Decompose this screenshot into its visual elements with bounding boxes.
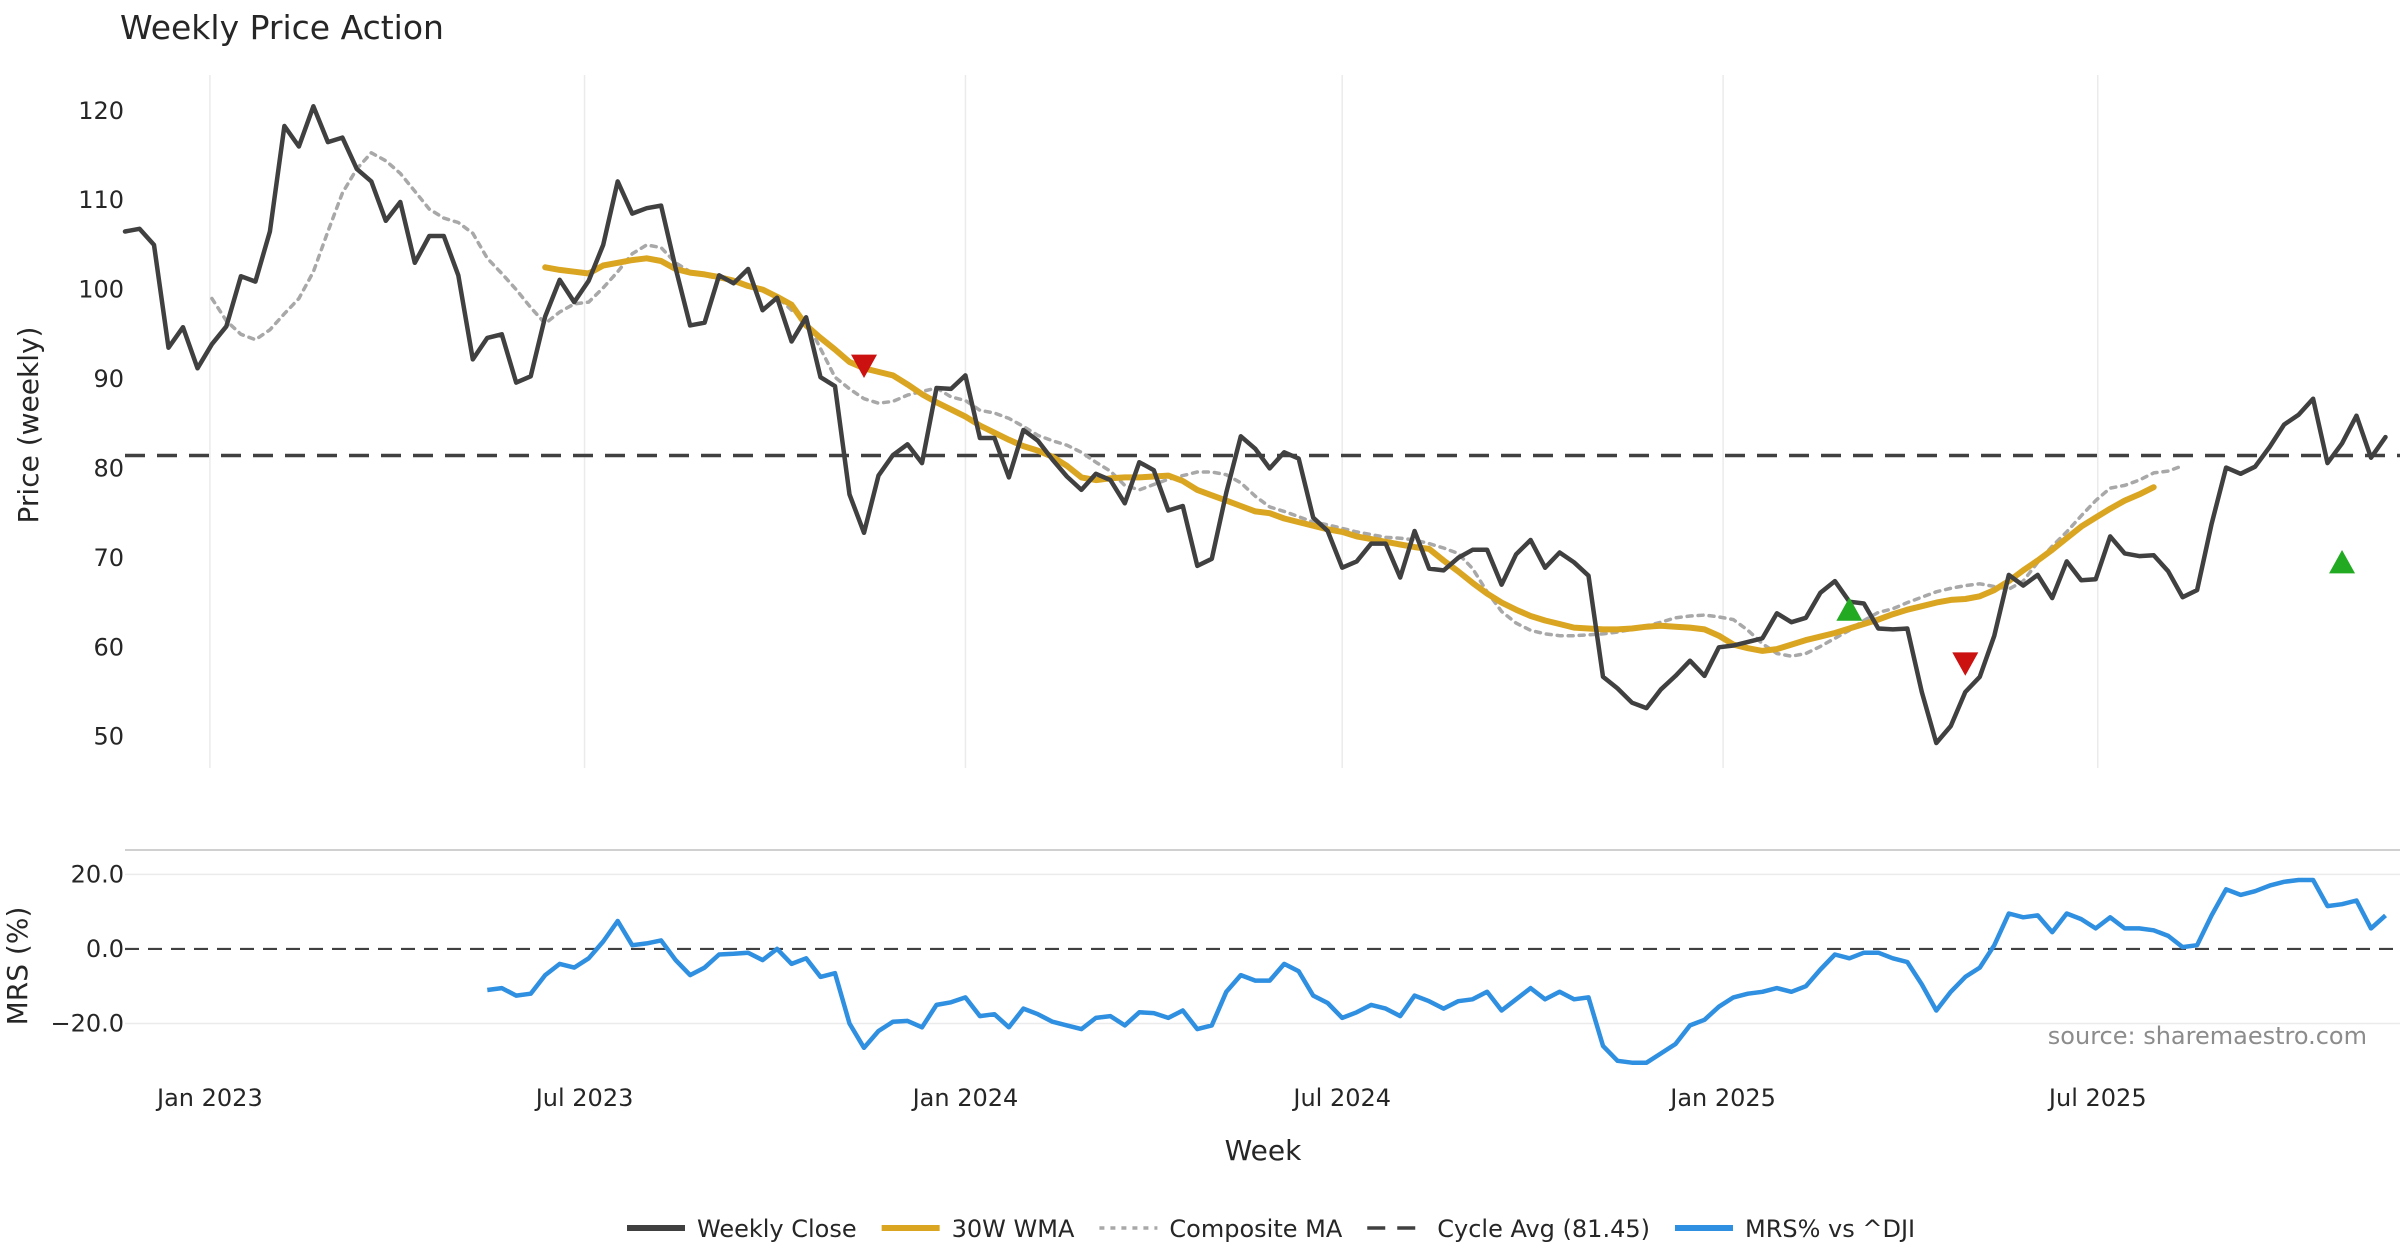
mrs-y-tick-label: 20.0 [71, 860, 124, 888]
x-tick-label: Jan 2025 [1668, 1084, 1776, 1112]
series-mrs-vs-dji [487, 877, 2388, 1065]
price-y-axis-label: Price (weekly) [12, 327, 45, 524]
price-y-tick-label: 110 [78, 186, 124, 214]
series-weekly-close [122, 104, 2388, 746]
price-panel: 50 60 70 80 90 100 110 120 Price (weekly) [12, 75, 2400, 768]
x-tick-label: Jul 2023 [534, 1084, 634, 1112]
sell-signal-marker [1952, 652, 1979, 676]
legend-label: MRS% vs ^DJI [1745, 1215, 1915, 1243]
legend-label: Weekly Close [697, 1215, 857, 1243]
mrs-series [487, 877, 2388, 1065]
mrs-y-axis-label: MRS (%) [1, 907, 34, 1026]
x-tick-label: Jan 2024 [911, 1084, 1019, 1112]
price-y-tick-label: 50 [93, 723, 124, 751]
mrs-grid [125, 873, 2400, 1025]
price-y-tick-label: 120 [78, 97, 124, 125]
price-grid [209, 75, 2099, 768]
legend-label: 30W WMA [952, 1215, 1075, 1243]
legend-label: Cycle Avg (81.45) [1437, 1215, 1650, 1243]
mrs-y-axis: 20.0 0.0 −20.0 [50, 860, 124, 1037]
mrs-panel: 20.0 0.0 −20.0 MRS (%) source: sharemaestr… [1, 849, 2400, 1065]
buy-signal-marker [2329, 549, 2356, 574]
price-series [122, 104, 2388, 746]
price-y-tick-label: 60 [93, 633, 124, 661]
price-y-tick-label: 70 [93, 544, 124, 572]
mrs-y-tick-label: 0.0 [86, 935, 124, 963]
series-30w-wma [542, 255, 2157, 654]
chart-title: Weekly Price Action [120, 8, 444, 47]
buy-signal-marker [1836, 597, 1863, 621]
sell-signal-marker [851, 354, 878, 378]
x-tick-label: Jan 2023 [155, 1084, 263, 1112]
x-axis-label: Week [1225, 1134, 1302, 1167]
x-axis: Jan 2023 Jul 2023 Jan 2024 Jul 2024 Jan 2025… [155, 1084, 2147, 1112]
series-composite-ma [210, 151, 2185, 658]
legend-label: Composite MA [1169, 1215, 1342, 1243]
price-y-axis: 50 60 70 80 90 100 110 120 [78, 97, 124, 751]
x-tick-label: Jul 2025 [2047, 1084, 2147, 1112]
source-watermark: source: sharemaestro.com [2048, 1022, 2367, 1050]
signal-markers [851, 354, 2356, 676]
price-y-tick-label: 90 [93, 365, 124, 393]
legend: Weekly Close 30W WMA Composite MA Cycle Avg… [627, 1215, 1915, 1243]
price-y-tick-label: 80 [93, 454, 124, 482]
price-y-tick-label: 100 [78, 276, 124, 304]
mrs-y-tick-label: −20.0 [50, 1010, 124, 1038]
x-tick-label: Jul 2024 [1291, 1084, 1391, 1112]
